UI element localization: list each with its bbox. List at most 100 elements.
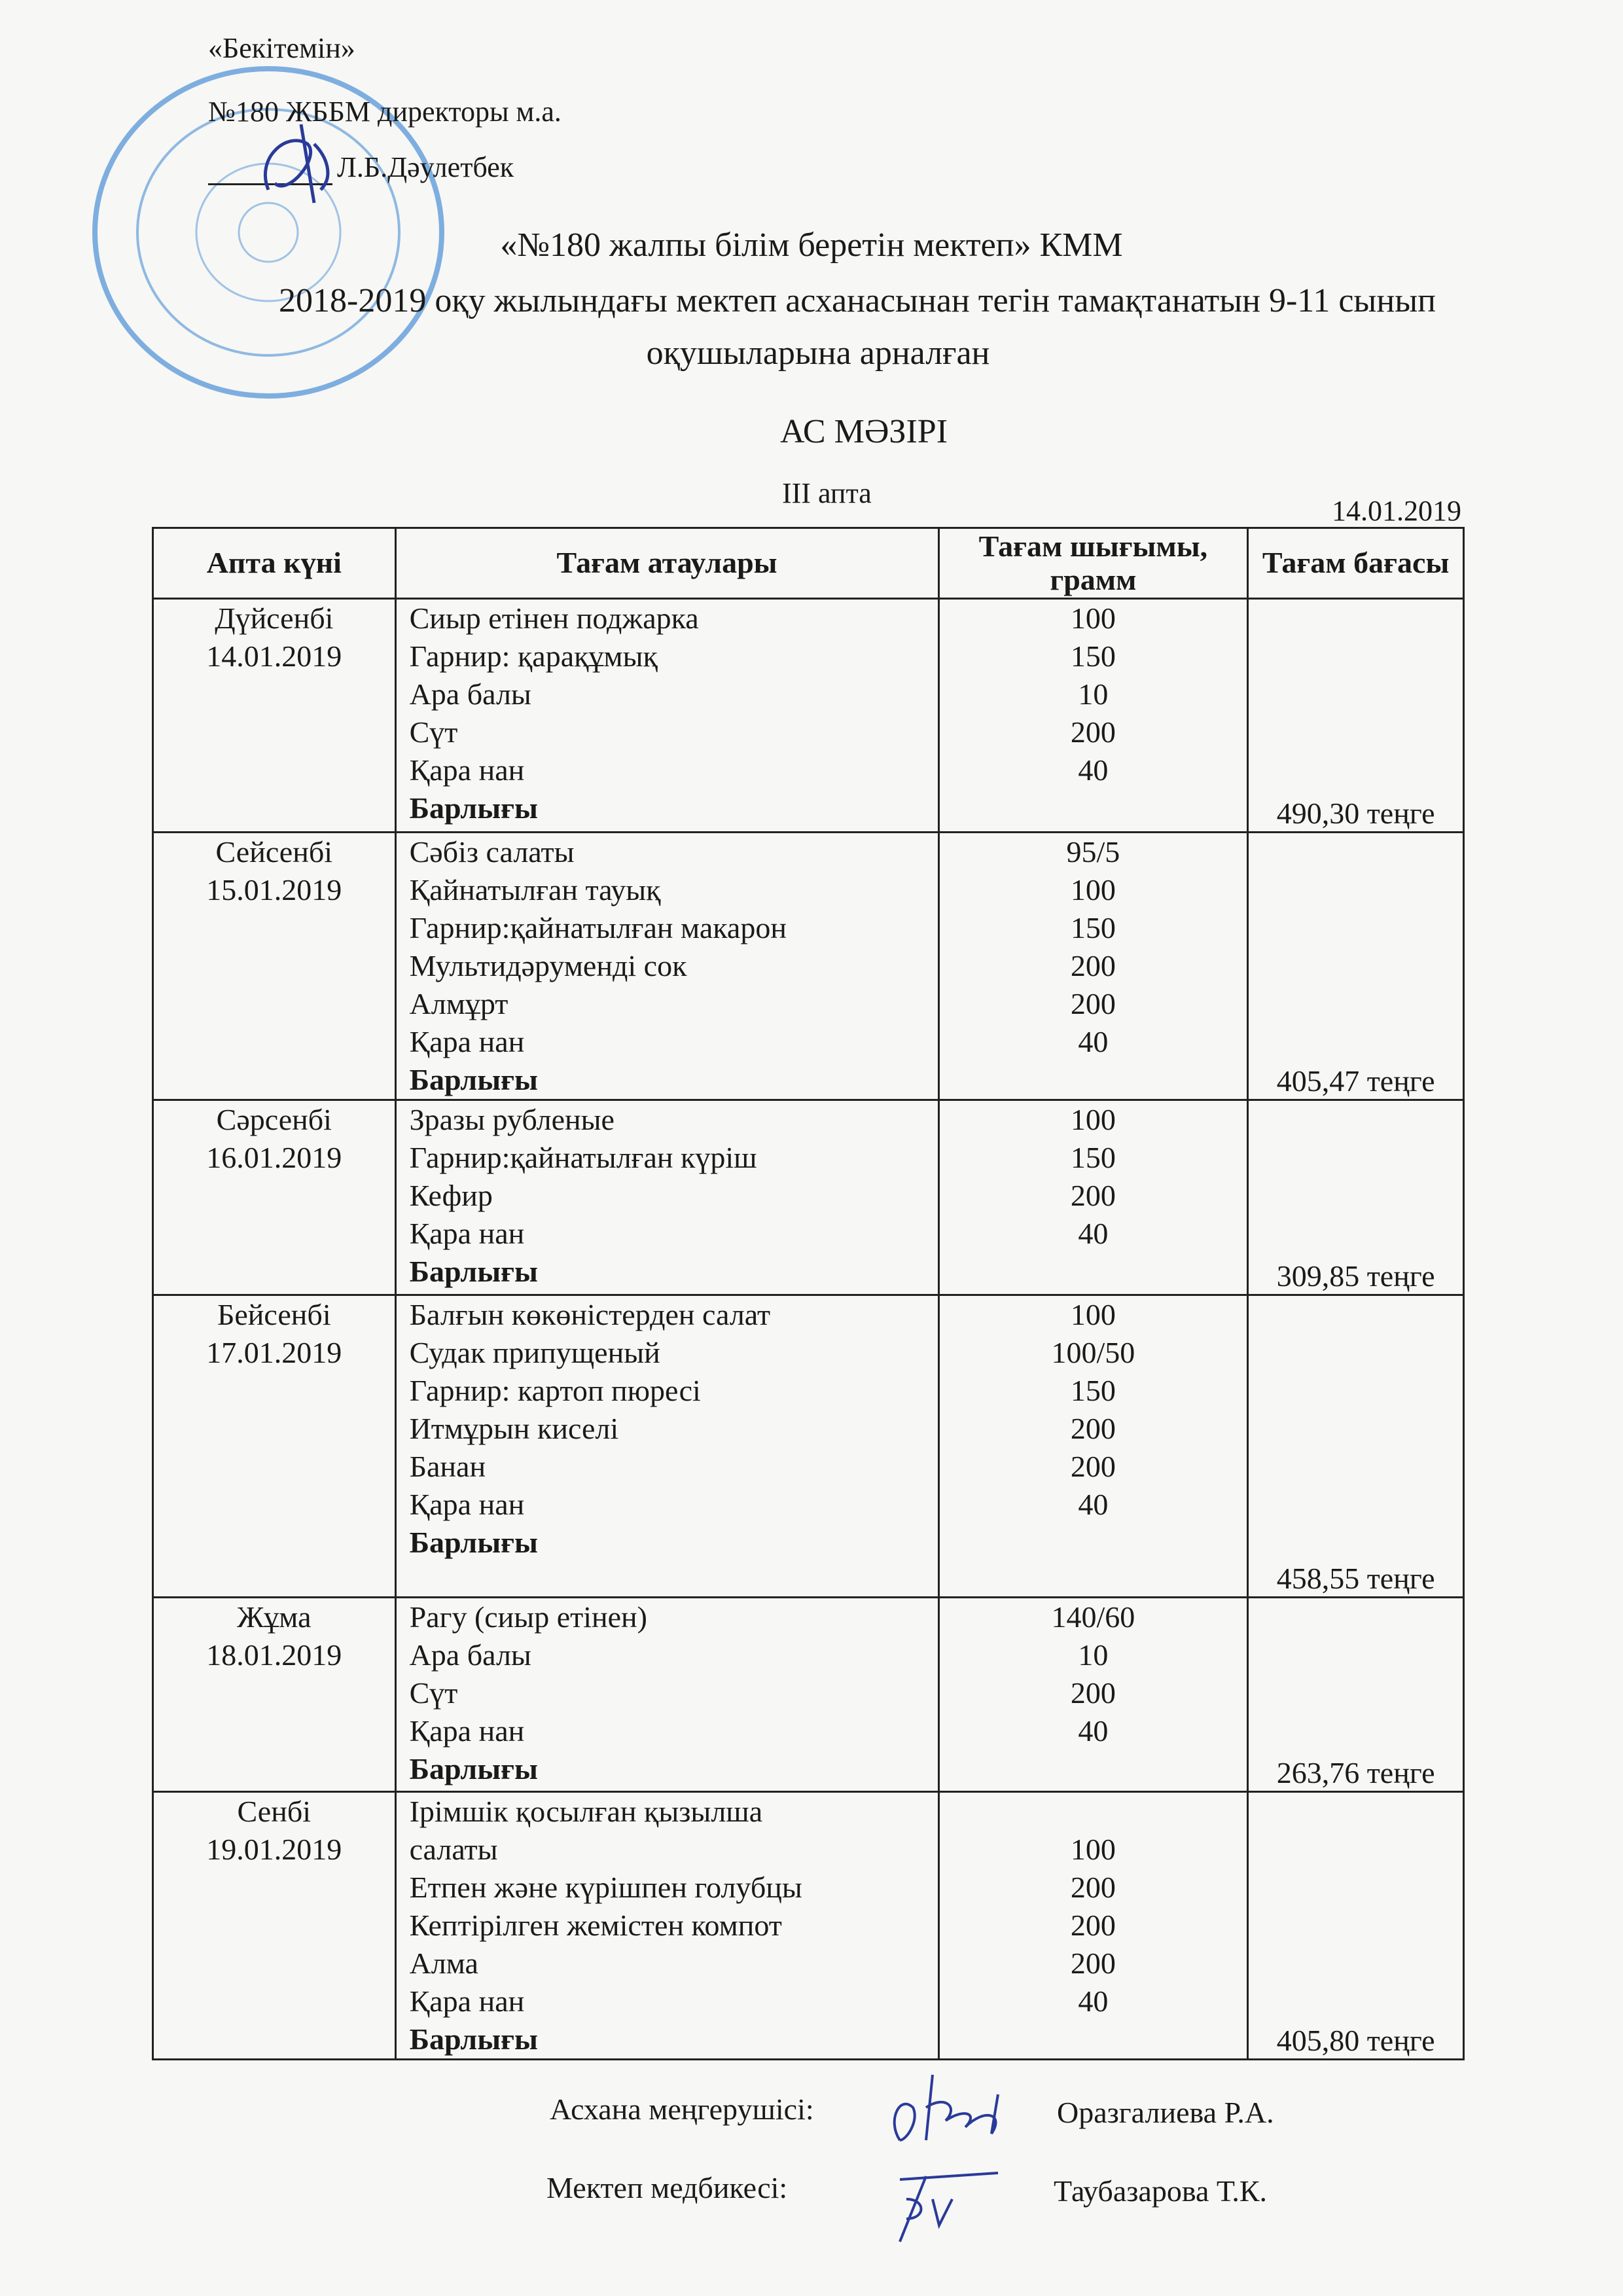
dish-name: Сүт (409, 1676, 458, 1710)
dish-weight: 200 (1070, 949, 1116, 982)
table-row: Сенбі 19.01.2019 Ірімшік қосылған қызылша… (152, 1791, 1465, 2060)
price-cell: 263,76 теңге (1247, 1596, 1465, 1793)
org-name: «№180 жалпы білім беретін мектеп» КММ (500, 226, 1123, 264)
dish-weight: 100 (1070, 1103, 1116, 1136)
dish-weight: 150 (1070, 639, 1116, 673)
dish-name: Сәбіз салаты (409, 835, 575, 869)
table-header-row: Апта күні Тағам атаулары Тағам шығымы, г… (152, 527, 1465, 600)
day-name: Дүйсенбі (215, 601, 334, 635)
total-price: 405,47 теңге (1276, 1064, 1435, 1098)
dishes-cell: Балғын көкөністерден салат Судак припущен… (394, 1294, 940, 1598)
signer-role: Мектеп медбикесі: (546, 2171, 788, 2204)
dish-weight (946, 1793, 1241, 1831)
dish-weight: 40 (1078, 1488, 1109, 1521)
day-date: 16.01.2019 (206, 1140, 342, 1174)
weights-cell: 100 100/50 150 200 200 40 (937, 1294, 1249, 1598)
approval-label: «Бекітемін» (208, 32, 355, 64)
weights-cell: 140/60 10 200 40 (937, 1596, 1249, 1793)
weights-cell: 100 150 200 40 (937, 1099, 1249, 1296)
dish-name: Қара нан (409, 1984, 525, 2018)
table-row: Дүйсенбі 14.01.2019 Сиыр етінен поджарка Г… (152, 598, 1465, 833)
total-label: Барлығы (409, 1063, 538, 1096)
dish-weight: 100 (1070, 1298, 1116, 1331)
dish-name: Зразы рубленые (409, 1103, 615, 1136)
signer-name: Оразгалиева Р.А. (1057, 2096, 1274, 2129)
dish-name: Кефир (409, 1179, 493, 1212)
total-label: Барлығы (409, 1752, 538, 1785)
dish-weight: 95/5 (1066, 835, 1120, 869)
menu-title: АС МӘЗІРІ (779, 413, 948, 450)
day-name: Сенбі (237, 1795, 312, 1828)
dish-name: Қара нан (409, 1714, 525, 1748)
dish-name: Гарнир:қайнатылған күріш (409, 1141, 757, 1174)
total-price: 490,30 теңге (1276, 796, 1435, 830)
dish-weight: 40 (1078, 1025, 1109, 1058)
table-row: Сейсенбі 15.01.2019 Сәбіз салаты Қайнатылғ… (152, 831, 1465, 1101)
signer-role: Асхана меңгерушісі: (550, 2092, 814, 2126)
dish-name: Кептірілген жемістен компот (409, 1909, 782, 1942)
dish-weight: 200 (1070, 1946, 1116, 1980)
weights-cell: 100 200 200 200 40 (937, 1791, 1249, 2060)
dish-weight: 40 (1078, 1714, 1109, 1748)
dish-name: Мультидәруменді сок (409, 949, 687, 982)
price-cell: 458,55 теңге (1247, 1294, 1465, 1598)
cook-signature-icon (893, 2074, 999, 2142)
total-price: 458,55 теңге (1276, 1561, 1435, 1595)
dish-name: Гарнир:қайнатылған макарон (409, 911, 787, 944)
dish-name: Қара нан (409, 1488, 525, 1521)
dish-name: Гарнир: қарақұмық (409, 639, 658, 673)
dish-name: Сиыр етінен поджарка (409, 601, 699, 635)
dish-weight: 200 (1070, 1179, 1116, 1212)
dish-name: Банан (409, 1450, 486, 1483)
dish-name: салаты (409, 1833, 498, 1866)
dish-weight: 40 (1078, 753, 1109, 787)
menu-date: 14.01.2019 (1332, 495, 1461, 527)
dishes-cell: Зразы рубленые Гарнир:қайнатылған күріш Ке… (394, 1099, 940, 1296)
dish-name: Қара нан (409, 1025, 525, 1058)
dish-weight: 100 (1070, 1833, 1116, 1866)
price-cell: 405,47 теңге (1247, 831, 1465, 1101)
approval-position: №180 ЖББМ директоры м.а. (208, 96, 562, 128)
dish-name: Етпен және күрішпен голубцы (409, 1871, 802, 1904)
total-price: 405,80 теңге (1276, 2023, 1435, 2057)
dish-name: Қайнатылған тауық (409, 873, 661, 906)
day-date: 18.01.2019 (206, 1638, 342, 1672)
dish-name: Сүт (409, 715, 458, 749)
signer-name: Таубазарова Т.К. (1054, 2174, 1268, 2208)
column-header: Тағам бағасы (1247, 527, 1465, 600)
dish-weight: 200 (1070, 1909, 1116, 1942)
day-name: Бейсенбі (217, 1298, 331, 1331)
dish-weight: 150 (1070, 1141, 1116, 1174)
dishes-cell: Ірімшік қосылған қызылша салаты Етпен және… (394, 1791, 940, 2060)
menu-table: Апта күні Тағам атаулары Тағам шығымы, г… (152, 527, 1465, 2060)
dishes-cell: Сиыр етінен поджарка Гарнир: қарақұмық Ара… (394, 598, 940, 833)
table-row: Сәрсенбі 16.01.2019 Зразы рубленые Гарнир:… (152, 1099, 1465, 1296)
day-cell: Сенбі 19.01.2019 (152, 1791, 397, 2060)
dish-weight: 150 (1070, 911, 1116, 944)
signature-line (208, 183, 332, 185)
dish-name: Балғын көкөністерден салат (409, 1298, 771, 1331)
dish-name: Алма (409, 1946, 478, 1980)
price-cell: 490,30 теңге (1247, 598, 1465, 833)
subtitle-line2: оқушыларына арналған (646, 334, 990, 372)
total-price: 309,85 теңге (1276, 1259, 1435, 1293)
approval-name: Л.Б.Дәулетбек (337, 151, 514, 183)
day-date: 15.01.2019 (206, 872, 342, 906)
dish-name: Итмұрын киселі (409, 1412, 619, 1445)
dish-weight: 200 (1070, 1412, 1116, 1445)
dish-name: Қара нан (409, 1217, 525, 1250)
dish-weight: 100/50 (1051, 1336, 1135, 1369)
dish-name: Судак припущеный (409, 1336, 660, 1369)
weights-cell: 100 150 10 200 40 (937, 598, 1249, 833)
dish-weight: 40 (1078, 1217, 1109, 1250)
day-name: Сейсенбі (215, 835, 333, 869)
dish-weight: 200 (1070, 1676, 1116, 1710)
week-label: III апта (782, 477, 872, 509)
dish-weight: 100 (1070, 873, 1116, 906)
total-label: Барлығы (409, 1526, 538, 1559)
total-price: 263,76 теңге (1276, 1755, 1435, 1789)
column-header: Тағам атаулары (394, 527, 940, 600)
dishes-cell: Сәбіз салаты Қайнатылған тауық Гарнир:қайн… (394, 831, 940, 1101)
total-label: Барлығы (409, 2022, 538, 2056)
dish-name: Алмұрт (409, 987, 508, 1020)
